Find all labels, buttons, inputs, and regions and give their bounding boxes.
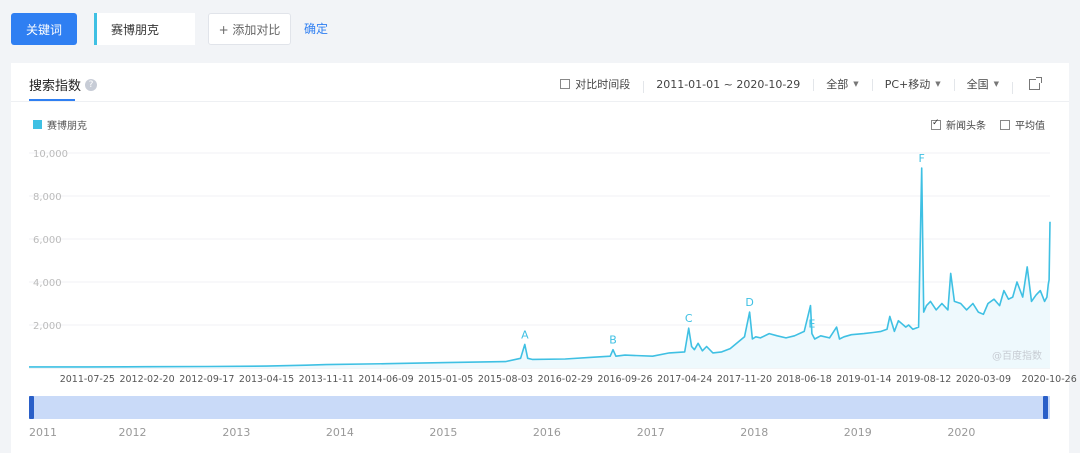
- series-line: [29, 167, 1051, 368]
- device-label: PC+移动: [884, 78, 931, 91]
- y-tick-label: 6,000: [33, 235, 62, 246]
- x-tick-label: 2018-06-18: [777, 374, 832, 385]
- x-tick-label: 2019-08-12: [896, 374, 951, 385]
- slider-year-label: 2017: [637, 426, 665, 439]
- caret-down-icon: ▼: [993, 80, 999, 88]
- keyword-tab-button[interactable]: 关键词: [11, 13, 77, 45]
- date-range-label: 2011-01-01 ~ 2020-10-29: [656, 77, 801, 91]
- keyword-value: 赛博朋克: [111, 22, 160, 37]
- caret-down-icon: ▼: [935, 80, 941, 88]
- source-select[interactable]: 全部 ▼: [813, 76, 871, 92]
- x-tick-label: 2013-11-11: [299, 374, 354, 385]
- x-tick-label: 2014-06-09: [358, 374, 413, 385]
- filter-bar: 对比时间段 2011-01-01 ~ 2020-10-29 全部 ▼ PC+移动…: [547, 75, 1053, 94]
- slider-year-label: 2014: [326, 426, 354, 439]
- source-label: 全部: [826, 78, 849, 91]
- annotation-label: C: [685, 312, 693, 325]
- range-slider-track: [29, 396, 1050, 419]
- slider-year-label: 2018: [740, 426, 768, 439]
- news-toggle[interactable]: 新闻头条: [931, 117, 986, 132]
- export-button[interactable]: [1012, 76, 1053, 94]
- region-label: 全国: [966, 78, 989, 91]
- x-tick-label: 2012-09-17: [179, 374, 234, 385]
- legend-label: 赛博朋克: [47, 121, 87, 132]
- range-slider-handle-left[interactable]: [29, 396, 34, 419]
- region-select[interactable]: 全国 ▼: [953, 76, 1012, 92]
- compare-period-toggle[interactable]: 对比时间段: [547, 76, 643, 92]
- legend-swatch: [33, 120, 42, 129]
- external-link-icon: [1029, 76, 1042, 90]
- x-tick-label: 2019-01-14: [836, 374, 891, 385]
- x-tick-label: 2016-09-26: [597, 374, 652, 385]
- average-checkbox[interactable]: [1000, 119, 1010, 130]
- slider-year-label: 2013: [222, 426, 250, 439]
- x-tick-label: 2017-04-24: [657, 374, 712, 385]
- x-tick-label: 2011-07-25: [60, 374, 115, 385]
- compare-period-label: 对比时间段: [575, 78, 631, 91]
- annotation-label: A: [521, 328, 529, 341]
- slider-year-label: 2020: [947, 426, 975, 439]
- keyword-input[interactable]: 赛博朋克: [94, 13, 195, 45]
- annotation-label: D: [745, 296, 753, 309]
- average-toggle[interactable]: 平均值: [1000, 117, 1045, 132]
- chart-legend: 赛博朋克: [33, 117, 87, 132]
- y-tick-label: 4,000: [33, 278, 62, 289]
- x-tick-label: 2013-04-15: [239, 374, 294, 385]
- news-checkbox[interactable]: [931, 118, 941, 130]
- annotation-label: E: [808, 318, 815, 331]
- card-title: 搜索指数 ?: [29, 75, 98, 94]
- caret-down-icon: ▼: [853, 80, 859, 88]
- chart-options: 新闻头条 平均值: [931, 117, 1045, 132]
- x-tick-label: 2020-03-09: [956, 374, 1011, 385]
- slider-year-label: 2011: [29, 426, 57, 439]
- title-underline: [29, 99, 75, 101]
- card-title-text: 搜索指数: [29, 79, 82, 94]
- x-tick-label: 2017-11-20: [717, 374, 772, 385]
- date-range-picker[interactable]: 2011-01-01 ~ 2020-10-29: [643, 77, 813, 93]
- y-tick-label: 2,000: [33, 321, 62, 332]
- x-tick-label: 2012-02-20: [119, 374, 174, 385]
- watermark-text: @百度指数: [992, 349, 1042, 362]
- average-label: 平均值: [1015, 121, 1045, 132]
- annotation-label: B: [609, 334, 617, 347]
- card-divider: [11, 101, 1069, 102]
- question-icon[interactable]: ?: [85, 78, 98, 91]
- news-label: 新闻头条: [946, 121, 986, 132]
- compare-period-checkbox[interactable]: [560, 79, 571, 89]
- device-select[interactable]: PC+移动 ▼: [871, 76, 954, 92]
- confirm-link[interactable]: 确定: [304, 22, 329, 36]
- x-tick-label: 2020-10-26: [1022, 374, 1077, 385]
- x-tick-label: 2015-01-05: [418, 374, 473, 385]
- range-slider-handle-right[interactable]: [1043, 396, 1048, 419]
- slider-year-label: 2016: [533, 426, 561, 439]
- y-tick-label: 8,000: [33, 192, 62, 203]
- slider-year-label: 2019: [844, 426, 872, 439]
- search-index-card: 搜索指数 ? 对比时间段 2011-01-01 ~ 2020-10-29 全部 …: [11, 63, 1069, 453]
- x-tick-label: 2015-08-03: [478, 374, 533, 385]
- top-bar: 关键词 赛博朋克 + 添加对比 确定: [0, 0, 1080, 60]
- slider-year-label: 2012: [119, 426, 147, 439]
- add-compare-button[interactable]: + 添加对比: [208, 13, 291, 45]
- annotation-label: F: [919, 152, 925, 165]
- slider-year-label: 2015: [429, 426, 457, 439]
- series-area: [29, 168, 1050, 368]
- x-tick-label: 2016-02-29: [538, 374, 593, 385]
- y-tick-label: 10,000: [33, 149, 68, 160]
